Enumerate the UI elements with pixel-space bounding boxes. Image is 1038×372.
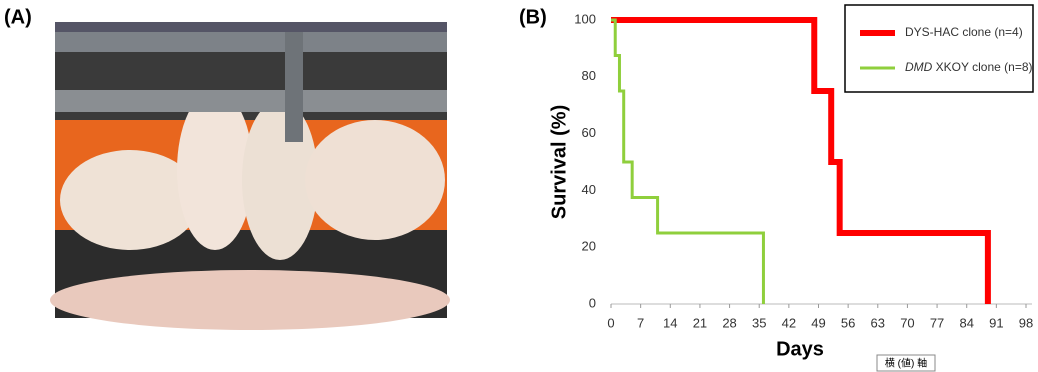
- y-tick-label: 60: [582, 125, 596, 140]
- panel-label: (B): [519, 6, 547, 28]
- legend-label: DYS-HAC clone (n=4): [905, 25, 1023, 39]
- x-axis-label: Days: [776, 338, 824, 360]
- photo: [50, 22, 450, 330]
- x-tick-label: 49: [811, 315, 825, 330]
- x-tick-label: 0: [607, 315, 614, 330]
- x-tick-label: 63: [871, 315, 885, 330]
- y-axis-label: Survival (%): [548, 105, 570, 219]
- x-tick-label: 21: [693, 315, 707, 330]
- x-tick-label: 98: [1019, 315, 1033, 330]
- survival-line: [611, 20, 763, 304]
- y-tick-label: 0: [589, 295, 596, 310]
- legend: [845, 5, 1033, 92]
- figure: (A) (B) Days Survival (%) 横 (値) 軸 0 7 14 21…: [0, 0, 1038, 372]
- x-tick-label: 35: [752, 315, 766, 330]
- x-tick-label: 91: [989, 315, 1003, 330]
- x-tick-label: 42: [782, 315, 796, 330]
- y-tick-label: 40: [582, 182, 596, 197]
- tooltip: 横 (値) 軸: [885, 357, 927, 370]
- x-tick-label: 84: [959, 315, 973, 330]
- y-tick-label: 80: [582, 68, 596, 83]
- y-tick-label: 20: [582, 239, 596, 254]
- x-tick-label: 77: [930, 315, 944, 330]
- y-tick-label: 100: [574, 11, 596, 26]
- x-tick-label: 7: [637, 315, 644, 330]
- x-tick-label: 14: [663, 315, 677, 330]
- x-tick-label: 70: [900, 315, 914, 330]
- x-tick-label: 28: [722, 315, 736, 330]
- x-tick-label: 56: [841, 315, 855, 330]
- legend-label: DMD XKOY clone (n=8): [905, 60, 1033, 74]
- panel-label: (A): [4, 6, 32, 28]
